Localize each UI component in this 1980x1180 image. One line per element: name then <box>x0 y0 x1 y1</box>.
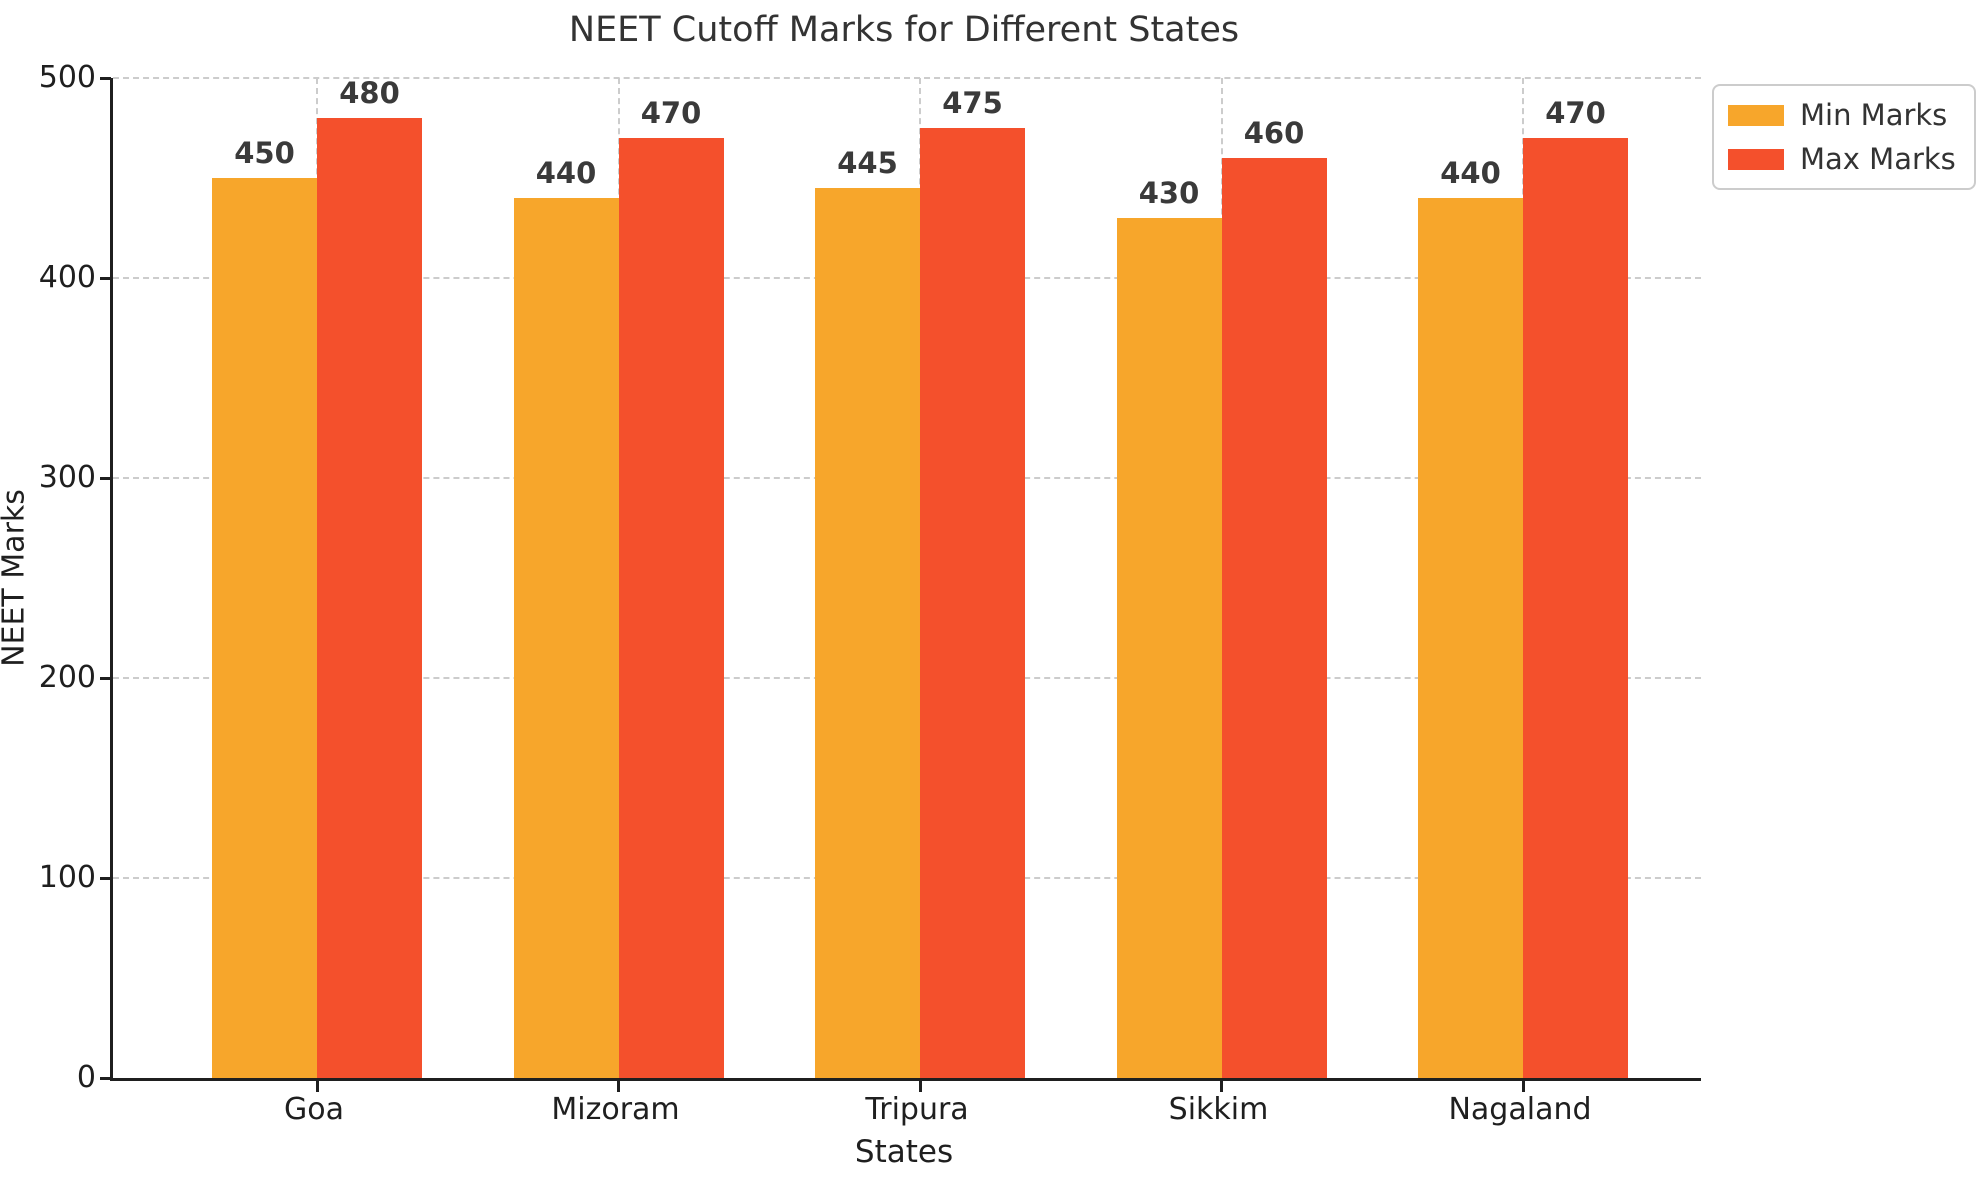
legend-swatch-min-marks <box>1728 104 1784 126</box>
x-axis-label: States <box>854 1134 954 1170</box>
bar-min-marks <box>1116 218 1222 1078</box>
y-tick-label: 300 <box>38 460 96 495</box>
y-tick-mark <box>100 676 111 680</box>
legend-swatch-max-marks <box>1728 148 1784 170</box>
legend-item: Max Marks <box>1728 142 1956 176</box>
x-tick-mark <box>617 1081 620 1092</box>
y-tick-label: 100 <box>38 860 96 895</box>
y-tick-label: 0 <box>76 1060 96 1095</box>
bar-value-label: 480 <box>339 76 400 110</box>
y-tick-label: 400 <box>38 260 96 295</box>
chart-title: NEET Cutoff Marks for Different States <box>568 10 1240 50</box>
bar-max-marks <box>317 118 422 1078</box>
bar-value-label: 470 <box>640 96 702 130</box>
legend-item: Min Marks <box>1728 98 1956 132</box>
gridline-horizontal <box>113 77 1701 79</box>
bar-value-label: 460 <box>1243 116 1305 150</box>
x-tick-label: Goa <box>284 1092 344 1127</box>
bar-max-marks <box>920 128 1025 1078</box>
x-tick-label: Mizoram <box>551 1092 680 1127</box>
bar-value-label: 430 <box>1138 176 1200 210</box>
bar-max-marks <box>1523 138 1628 1078</box>
plot-area: 450 480 440 470 445 475 430 460 440 470 <box>100 76 1701 1092</box>
legend: Min Marks Max Marks <box>1712 84 1976 190</box>
bar-max-marks <box>1221 158 1327 1078</box>
y-tick-mark <box>100 76 111 80</box>
bar-max-marks <box>618 138 724 1078</box>
bar-value-label: 475 <box>942 86 1003 120</box>
y-axis-ticks: 0 100 200 300 400 500 <box>0 61 96 1095</box>
y-tick-label: 200 <box>38 660 96 695</box>
bar-min-marks <box>815 188 920 1078</box>
y-tick-mark <box>100 876 111 880</box>
bar-min-marks <box>212 178 317 1078</box>
y-tick-label: 500 <box>38 60 96 95</box>
bar-min-marks <box>513 198 619 1078</box>
bar-value-label: 450 <box>234 136 295 170</box>
bar-value-label: 440 <box>1440 156 1501 190</box>
bar-value-label: 445 <box>837 146 898 180</box>
x-tick-label: Tripura <box>865 1092 969 1127</box>
x-tick-mark <box>315 1081 319 1092</box>
x-tick-label: Sikkim <box>1168 1092 1269 1127</box>
bar-value-label: 470 <box>1545 96 1606 130</box>
legend-label: Min Marks <box>1800 98 1948 132</box>
x-tick-mark <box>1220 1081 1223 1092</box>
x-axis-ticks: Goa Mizoram Tripura Sikkim Nagaland <box>110 1092 1698 1132</box>
bar-value-label: 440 <box>535 156 597 190</box>
y-tick-mark <box>100 476 111 480</box>
legend-label: Max Marks <box>1800 142 1956 176</box>
y-tick-mark <box>100 276 111 280</box>
y-tick-mark <box>100 1076 111 1080</box>
x-tick-label: Nagaland <box>1448 1092 1592 1127</box>
x-tick-mark <box>1521 1081 1525 1092</box>
bar-min-marks <box>1418 198 1523 1078</box>
x-tick-mark <box>918 1081 922 1092</box>
